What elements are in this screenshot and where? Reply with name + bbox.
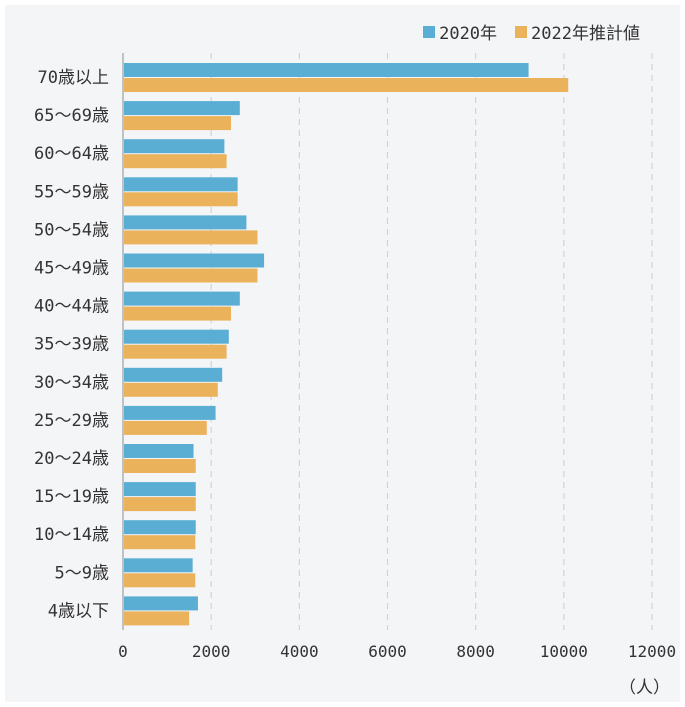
bar-2022-10 bbox=[124, 459, 196, 473]
legend-item-2020: 2020年 bbox=[423, 19, 497, 44]
bar-2022-7 bbox=[124, 344, 227, 359]
bar-2020-1 bbox=[124, 101, 240, 116]
bar-2020-7 bbox=[124, 329, 229, 344]
x-tick-label-4000: 4000 bbox=[280, 642, 319, 661]
category-label-0: 70歳以上 bbox=[38, 68, 109, 88]
bar-2020-6 bbox=[124, 291, 240, 306]
bar-2022-9 bbox=[124, 420, 207, 435]
bar-2022-3 bbox=[124, 192, 238, 207]
bar-2020-4 bbox=[124, 215, 247, 230]
legend-label-2022: 2022年推計値 bbox=[531, 24, 640, 44]
x-axis-unit-label: （人） bbox=[619, 678, 670, 698]
category-label-10: 20〜24歳 bbox=[34, 449, 109, 469]
bar-2022-0 bbox=[124, 78, 569, 92]
x-tick-label-6000: 6000 bbox=[368, 642, 407, 661]
x-tick-label-8000: 8000 bbox=[456, 642, 495, 661]
category-label-1: 65〜69歳 bbox=[34, 106, 109, 126]
bar-2022-14 bbox=[124, 611, 190, 626]
bar-chart: 0 2000 4000 6000 8000 10000 12000 70歳以上 65〜69歳 60… bbox=[34, 53, 676, 661]
bar-2020-9 bbox=[124, 405, 216, 420]
category-label-8: 30〜34歳 bbox=[34, 373, 109, 393]
x-tick-label-10000: 10000 bbox=[540, 642, 588, 661]
legend-item-2022: 2022年推計値 bbox=[515, 19, 640, 44]
bar-2020-10 bbox=[124, 444, 194, 458]
bar-2022-2 bbox=[124, 154, 227, 169]
bar-2022-4 bbox=[124, 230, 258, 245]
bar-2020-5 bbox=[124, 253, 265, 268]
x-tick-label-2000: 2000 bbox=[192, 642, 231, 661]
x-tick-label-0: 0 bbox=[118, 642, 128, 661]
bar-2022-5 bbox=[124, 268, 258, 283]
category-label-5: 45〜49歳 bbox=[34, 259, 109, 279]
category-label-6: 40〜44歳 bbox=[34, 297, 109, 317]
chart-frame: 2020年 2022年推計値 0 2000 4000 6000 8000 10000 120… bbox=[5, 5, 680, 702]
legend-swatch-2022 bbox=[515, 25, 528, 38]
category-label-11: 15〜19歳 bbox=[34, 487, 109, 507]
bar-2020-13 bbox=[124, 558, 193, 573]
bar-2020-2 bbox=[124, 139, 225, 154]
bar-2022-8 bbox=[124, 382, 218, 397]
x-tick-label-12000: 12000 bbox=[628, 642, 676, 661]
bar-2022-1 bbox=[124, 116, 232, 131]
category-label-3: 55〜59歳 bbox=[34, 182, 109, 202]
bar-2022-11 bbox=[124, 497, 196, 512]
category-label-9: 25〜29歳 bbox=[34, 411, 109, 431]
category-label-14: 4歳以下 bbox=[48, 601, 109, 621]
bar-2020-14 bbox=[124, 596, 198, 611]
bar-2022-13 bbox=[124, 573, 196, 588]
bar-2020-3 bbox=[124, 177, 238, 192]
category-label-4: 50〜54歳 bbox=[34, 220, 109, 240]
legend-label-2020: 2020年 bbox=[439, 24, 498, 44]
legend-swatch-2020 bbox=[423, 25, 436, 38]
bar-2022-12 bbox=[124, 535, 196, 550]
chart-legend: 2020年 2022年推計値 bbox=[423, 19, 640, 44]
category-label-2: 60〜64歳 bbox=[34, 144, 109, 164]
bar-2020-8 bbox=[124, 367, 223, 382]
category-label-7: 35〜39歳 bbox=[34, 335, 109, 355]
bar-2022-6 bbox=[124, 306, 232, 321]
category-label-13: 5〜9歳 bbox=[55, 563, 109, 583]
category-label-12: 10〜14歳 bbox=[34, 525, 109, 545]
bar-2020-0 bbox=[124, 63, 529, 77]
bar-2020-11 bbox=[124, 482, 196, 497]
bar-2020-12 bbox=[124, 520, 196, 535]
